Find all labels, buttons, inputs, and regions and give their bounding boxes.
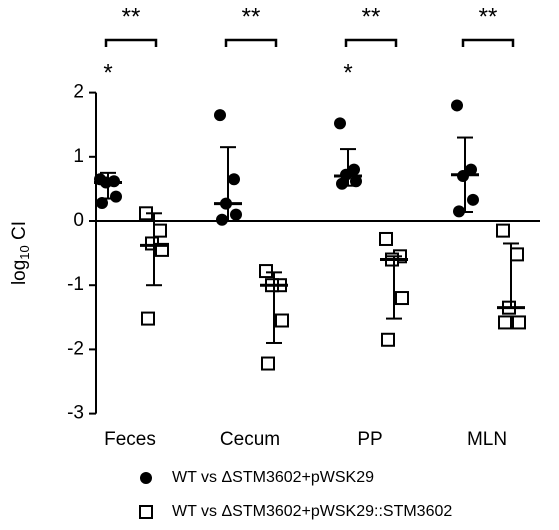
point — [153, 223, 167, 238]
legend-marker — [139, 505, 153, 519]
x-tick-label: PP — [357, 429, 382, 450]
point — [467, 193, 479, 206]
y-tick-label: 1 — [73, 146, 84, 167]
bracket — [104, 38, 158, 47]
bracket-label: ** — [362, 3, 381, 30]
point — [214, 109, 226, 122]
significance-mark: * — [103, 59, 112, 86]
legend-marker — [140, 472, 152, 484]
significance-mark: * — [343, 59, 352, 86]
point — [381, 332, 395, 347]
point — [275, 313, 289, 328]
y-tick-label: 0 — [73, 210, 84, 231]
y-tick-label: -1 — [67, 274, 84, 295]
point — [334, 117, 346, 130]
y-axis-label: log10 CI — [9, 221, 32, 285]
point — [216, 213, 228, 226]
point — [259, 264, 273, 279]
x-tick-label: MLN — [467, 429, 507, 450]
point — [96, 197, 108, 210]
bracket — [344, 38, 398, 47]
point — [451, 99, 463, 112]
point — [230, 208, 242, 221]
point — [465, 163, 477, 176]
point — [110, 190, 122, 203]
legend-label: WT vs ΔSTM3602+pWSK29 — [172, 469, 374, 486]
y-tick-label: -3 — [67, 403, 84, 424]
bracket-label: ** — [242, 3, 261, 30]
x-tick-label: Feces — [104, 429, 156, 450]
point — [498, 315, 512, 330]
point — [496, 223, 510, 238]
legend-label: WT vs ΔSTM3602+pWSK29::STM3602 — [172, 503, 452, 520]
point — [350, 175, 362, 188]
bracket — [224, 38, 278, 47]
bracket — [461, 38, 515, 47]
point — [379, 231, 393, 246]
y-tick-label: 2 — [73, 82, 84, 103]
y-tick-label: -2 — [67, 338, 84, 359]
bracket-label: ** — [122, 3, 141, 30]
x-tick-label: Cecum — [220, 429, 280, 450]
point — [336, 177, 348, 190]
point — [395, 291, 409, 306]
point — [141, 311, 155, 326]
point — [228, 173, 240, 186]
point — [512, 315, 526, 330]
bracket-label: ** — [479, 3, 498, 30]
point — [510, 247, 524, 262]
point — [261, 356, 275, 371]
